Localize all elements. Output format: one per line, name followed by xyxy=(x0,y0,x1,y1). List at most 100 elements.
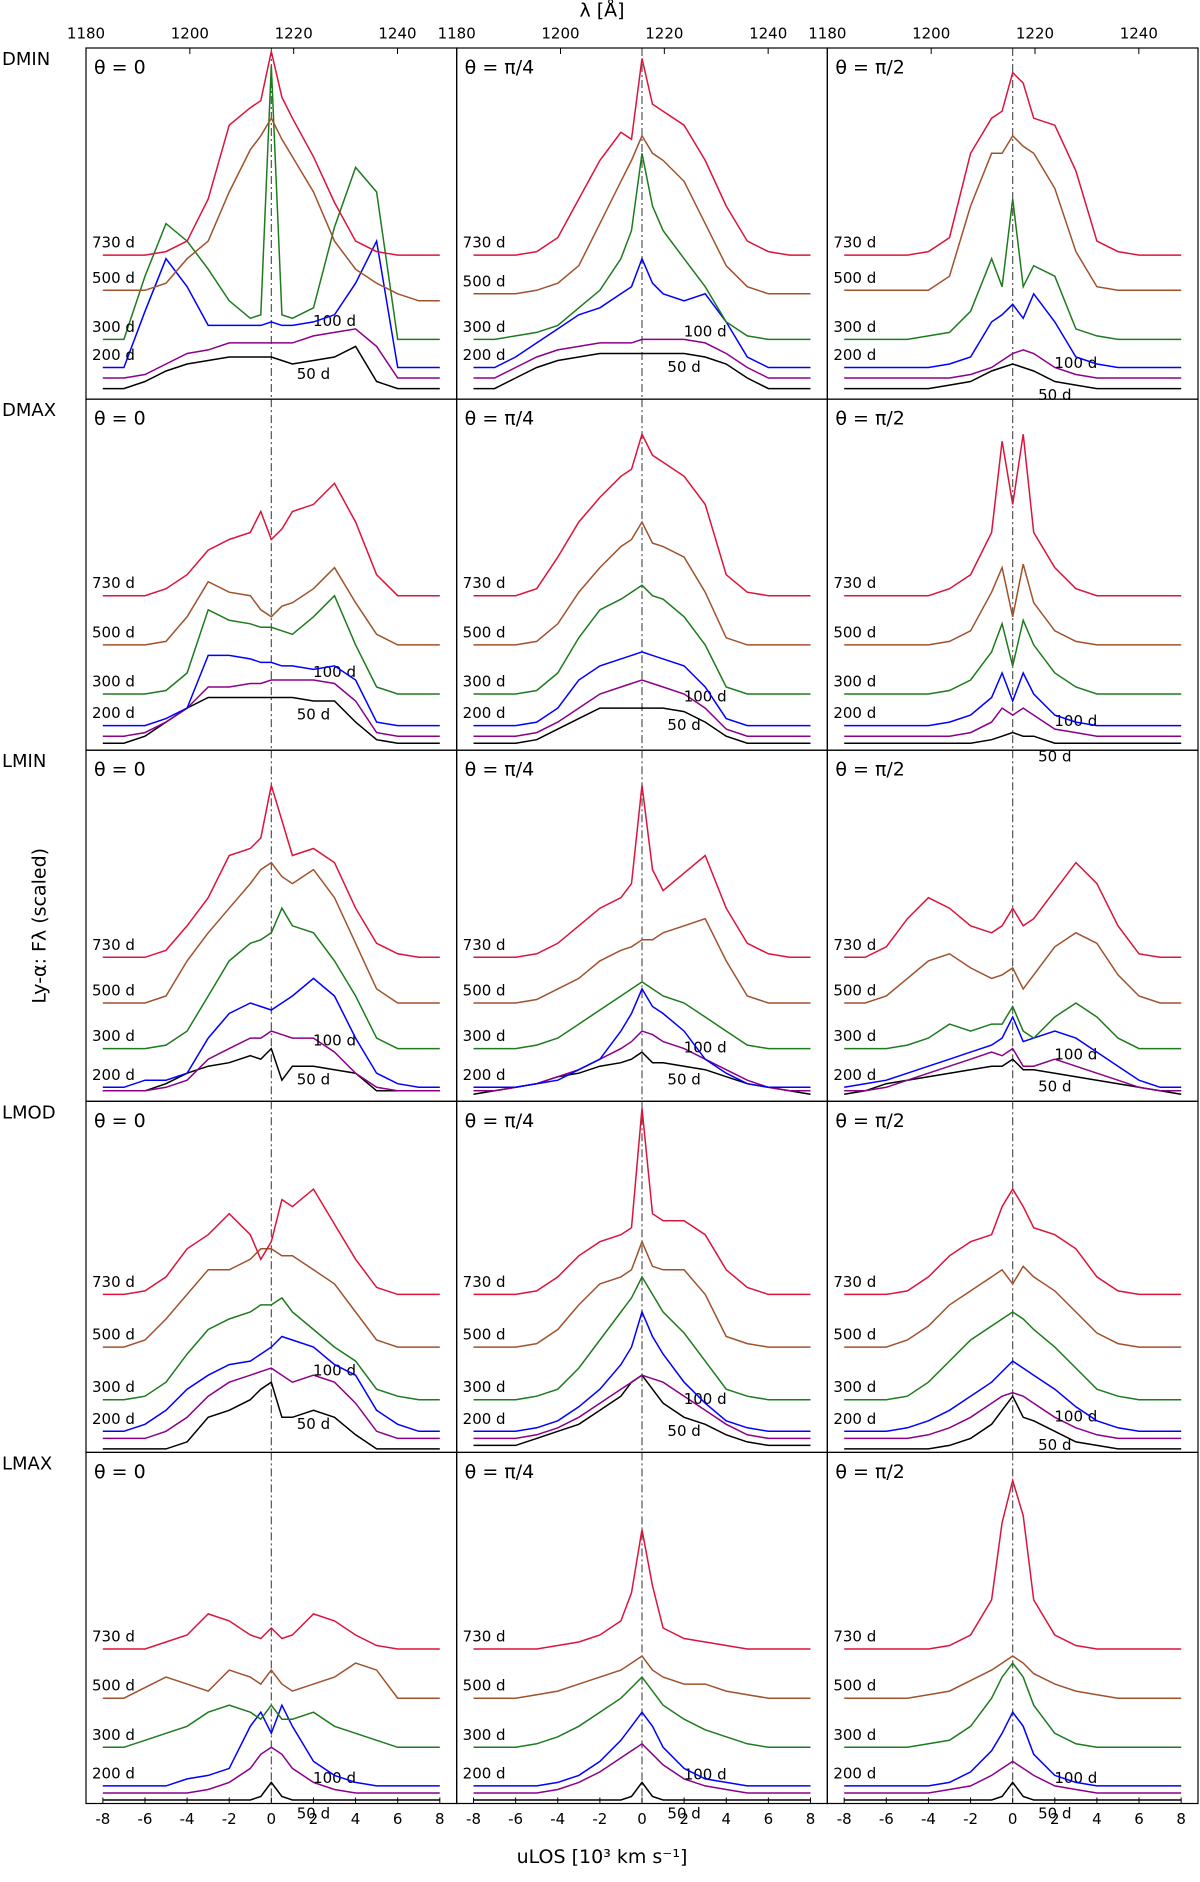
spectrum-line xyxy=(102,482,440,597)
spectrum-line xyxy=(844,731,1182,744)
spectrum-line xyxy=(102,566,440,646)
spectrum-line xyxy=(473,1675,811,1749)
series-label: 300 d xyxy=(833,673,876,691)
spectrum-line xyxy=(473,1374,811,1440)
spectrum-line xyxy=(102,1781,440,1801)
spectrum-line xyxy=(102,345,440,390)
spectrum-line xyxy=(473,1239,811,1348)
spectrum-line xyxy=(844,1187,1182,1296)
row-label: DMIN xyxy=(2,49,50,70)
series-label: 200 d xyxy=(463,1764,506,1782)
spectrum-line xyxy=(473,432,811,597)
spectrum-line xyxy=(102,785,440,959)
series-label: 50 d xyxy=(667,716,700,734)
x-tick-label: 4 xyxy=(351,1810,361,1828)
x-tick-label: 2 xyxy=(1050,1810,1060,1828)
series-label: 200 d xyxy=(833,704,876,722)
x2-tick-label: 1240 xyxy=(1120,25,1158,43)
spectrum-line xyxy=(844,349,1182,379)
spectrum-line xyxy=(473,980,811,1050)
x-tick-label: 0 xyxy=(637,1810,647,1828)
series-label: 730 d xyxy=(463,234,506,252)
spectrum-line xyxy=(844,1047,1182,1092)
spectrum-line xyxy=(473,987,811,1089)
series-label: 500 d xyxy=(833,623,876,641)
series-label: 100 d xyxy=(1054,1407,1097,1425)
spectrum-line xyxy=(473,153,811,341)
spectrum-line xyxy=(473,651,811,727)
series-label: 200 d xyxy=(463,1410,506,1428)
panel-title: θ = 0 xyxy=(94,57,146,79)
x2-tick-label: 1240 xyxy=(378,25,416,43)
series-label: 100 d xyxy=(1054,354,1097,372)
series-label: 730 d xyxy=(92,574,135,592)
x2-tick-label: 1180 xyxy=(808,25,846,43)
spectrum-line xyxy=(473,58,811,256)
x-tick-label: -2 xyxy=(222,1810,237,1828)
series-label: 100 d xyxy=(1054,712,1097,730)
spectrum-line xyxy=(102,1296,440,1401)
series-label: 730 d xyxy=(463,936,506,954)
series-label: 50 d xyxy=(1038,748,1071,766)
spectrum-line xyxy=(844,861,1182,959)
x-tick-label: 8 xyxy=(806,1810,816,1828)
x-tick-label: -4 xyxy=(550,1810,565,1828)
series-label: 500 d xyxy=(833,981,876,999)
series-label: 300 d xyxy=(833,1726,876,1744)
spectrum-line xyxy=(473,1710,811,1787)
x2-tick-label: 1220 xyxy=(1016,25,1054,43)
spectrum-line xyxy=(844,363,1182,390)
spectrum-line xyxy=(473,785,811,959)
series-label: 500 d xyxy=(833,269,876,287)
series-label: 730 d xyxy=(833,1273,876,1291)
x2-tick-label: 1200 xyxy=(541,25,579,43)
panel-title: θ = 0 xyxy=(94,408,146,430)
y-axis-label: Ly-α: Fλ (scaled) xyxy=(29,848,51,1004)
series-label: 200 d xyxy=(463,346,506,364)
series-label: 100 d xyxy=(1054,1046,1097,1064)
spectrum-line xyxy=(102,594,440,695)
spectrum-line xyxy=(102,1381,440,1450)
spectrum-line xyxy=(102,906,440,1050)
series-label: 200 d xyxy=(833,1410,876,1428)
spectrum-line xyxy=(473,1309,811,1433)
spectrum-line xyxy=(102,654,440,727)
x-tick-label: 2 xyxy=(309,1810,319,1828)
spectrum-line xyxy=(473,1742,811,1794)
x-tick-label: 8 xyxy=(1176,1810,1186,1828)
panel-title: θ = π/2 xyxy=(835,57,905,79)
panel-title: θ = π/2 xyxy=(835,1110,905,1132)
spectrum-line xyxy=(473,134,811,295)
spectrum-line xyxy=(844,292,1182,369)
series-label: 730 d xyxy=(833,1628,876,1646)
spectrum-line xyxy=(473,352,811,390)
spectrum-line xyxy=(473,917,811,1004)
series-label: 200 d xyxy=(833,1066,876,1084)
x-tick-label: 0 xyxy=(1008,1810,1018,1828)
series-label: 730 d xyxy=(92,936,135,954)
series-label: 100 d xyxy=(684,688,727,706)
x2-tick-label: 1240 xyxy=(749,25,787,43)
spectrum-line xyxy=(844,1394,1182,1450)
spectrum-line xyxy=(102,1746,440,1794)
spectrum-line xyxy=(473,256,811,369)
x-tick-label: -8 xyxy=(95,1810,110,1828)
series-label: 300 d xyxy=(92,673,135,691)
panel-title: θ = 0 xyxy=(94,1110,146,1132)
spectrum-line xyxy=(844,1360,1182,1433)
x2-tick-label: 1200 xyxy=(912,25,950,43)
series-label: 300 d xyxy=(463,1726,506,1744)
series-label: 200 d xyxy=(833,346,876,364)
series-label: 500 d xyxy=(463,1326,506,1344)
spectrum-line xyxy=(102,1662,440,1699)
series-label: 300 d xyxy=(463,1378,506,1396)
series-label: 300 d xyxy=(92,1027,135,1045)
row-label: LMIN xyxy=(2,751,46,772)
series-label: 730 d xyxy=(833,574,876,592)
spectrum-line xyxy=(473,1108,811,1296)
series-label: 500 d xyxy=(92,1326,135,1344)
x-tick-label: 2 xyxy=(679,1810,689,1828)
panel-title: θ = 0 xyxy=(94,1461,146,1483)
series-label: 100 d xyxy=(1054,1769,1097,1787)
